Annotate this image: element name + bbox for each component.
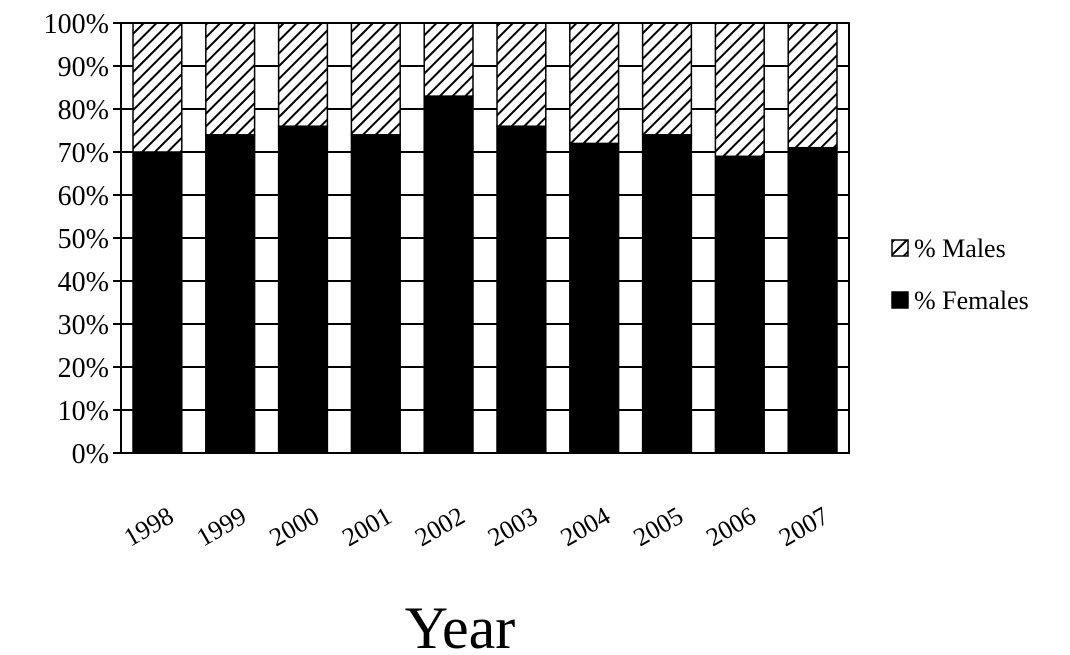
bar-segment <box>714 155 765 454</box>
legend-swatch <box>891 291 909 309</box>
y-tick-label: 50% <box>58 224 109 255</box>
y-tick-label: 0% <box>72 439 109 470</box>
y-tick-label: 90% <box>58 52 109 83</box>
bar-segment <box>641 134 693 454</box>
y-tick-label: 60% <box>58 181 109 212</box>
bar-segment <box>350 134 401 454</box>
x-tick-label: 2005 <box>628 501 688 552</box>
bar-segment <box>787 146 838 454</box>
x-tick-label: 2007 <box>774 501 834 552</box>
bar-segment <box>787 22 838 149</box>
x-axis-label: Year <box>405 595 516 655</box>
x-tick-label: 2003 <box>483 501 543 552</box>
x-tick-label: 1998 <box>119 501 179 552</box>
legend-swatch <box>891 239 909 257</box>
x-tick-label: 2004 <box>556 501 616 552</box>
bar-segment <box>423 22 474 97</box>
y-axis-ticks: 0% 10% 20% 30% 40% 50% 60% 70% 80% 90% 100% <box>44 9 121 470</box>
legend: % Males % Females <box>891 234 1029 315</box>
y-tick-label: 100% <box>44 9 109 40</box>
x-axis-ticks: 1998 1999 2000 2001 2002 2003 2004 2005 2006 2007 <box>119 501 834 552</box>
x-tick-label: 2001 <box>337 501 397 552</box>
y-tick-label: 80% <box>58 95 109 126</box>
x-tick-label: 2002 <box>410 501 470 552</box>
bar-segment <box>496 22 547 127</box>
bar-segment <box>714 22 765 158</box>
bar-segment <box>132 151 183 454</box>
x-tick-label: 2000 <box>264 501 324 552</box>
y-tick-label: 70% <box>58 138 109 169</box>
bar-segment <box>569 142 620 454</box>
bars <box>132 22 838 454</box>
bar-segment <box>277 22 329 127</box>
y-tick-label: 20% <box>58 353 109 384</box>
bar-segment <box>350 22 401 136</box>
bar-segment <box>569 22 620 145</box>
legend-label: % Males <box>914 234 1006 263</box>
bar-segment <box>132 22 183 153</box>
legend-label: % Females <box>914 286 1029 315</box>
y-tick-label: 10% <box>58 396 109 427</box>
y-tick-label: 40% <box>58 267 109 298</box>
bar-segment <box>277 125 329 454</box>
bar-segment <box>205 22 256 136</box>
y-tick-label: 30% <box>58 310 109 341</box>
bar-segment <box>205 134 256 454</box>
x-tick-label: 1999 <box>192 501 252 552</box>
bar-segment <box>423 95 474 454</box>
bar-segment <box>641 22 693 136</box>
bar-segment <box>496 125 547 454</box>
x-tick-label: 2006 <box>701 501 761 552</box>
